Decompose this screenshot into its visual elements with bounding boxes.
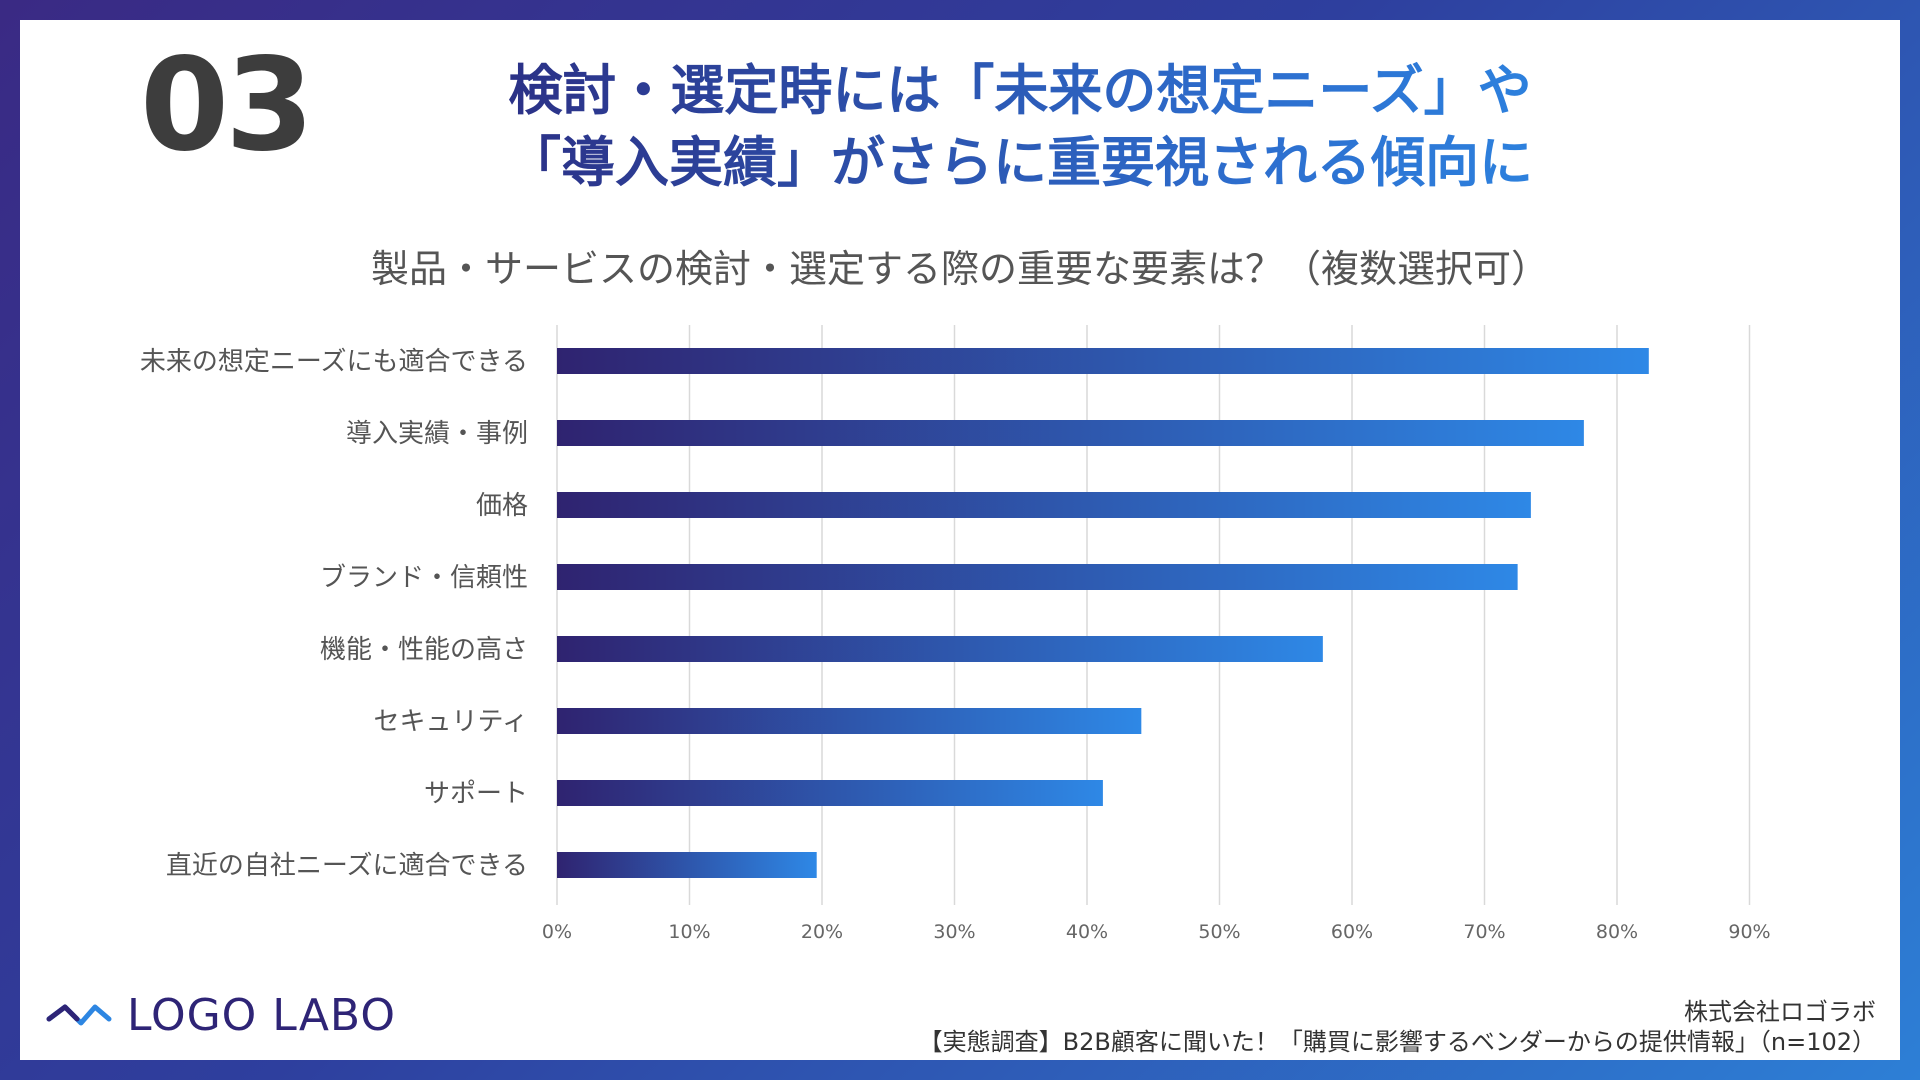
slide-panel	[20, 20, 1900, 1060]
x-tick-label: 40%	[1066, 921, 1108, 943]
bar	[557, 708, 1142, 734]
category-label: ブランド・信頼性	[320, 563, 528, 593]
x-tick-label: 20%	[801, 921, 843, 943]
source-note: 【実態調査】B2B顧客に聞いた！「購買に影響するベンダーからの提供情報」（n=1…	[918, 1028, 1876, 1056]
x-tick-label: 50%	[1198, 921, 1240, 943]
x-tick-label: 30%	[933, 921, 975, 943]
category-label: 価格	[476, 491, 528, 521]
bar	[557, 492, 1531, 518]
category-label: 未来の想定ニーズにも適合できる	[140, 347, 528, 377]
company-name: 株式会社ロゴラボ	[1684, 998, 1876, 1026]
category-label: セキュリティ	[374, 707, 528, 737]
x-tick-label: 70%	[1463, 921, 1505, 943]
wave-logo-icon	[46, 1004, 112, 1026]
logo: LOGO LABO	[45, 989, 396, 1041]
bar	[557, 348, 1649, 374]
category-label: 直近の自社ニーズに適合できる	[166, 851, 528, 881]
category-label: 導入実績・事例	[346, 419, 528, 449]
bar	[557, 852, 817, 878]
bar	[557, 780, 1103, 806]
logo-text: LOGO LABO	[127, 989, 396, 1041]
bar	[557, 564, 1518, 590]
bar	[557, 420, 1584, 446]
slide-number: 03	[140, 31, 314, 180]
x-tick-label: 10%	[668, 921, 710, 943]
x-tick-label: 80%	[1596, 921, 1638, 943]
chart-title: 製品・サービスの検討・選定する際の重要な要素は？（複数選択可）	[370, 247, 1549, 291]
bar	[557, 636, 1323, 662]
category-label: 機能・性能の高さ	[320, 635, 528, 665]
category-label: サポート	[424, 779, 528, 809]
x-tick-label: 60%	[1331, 921, 1373, 943]
x-tick-label: 90%	[1728, 921, 1770, 943]
x-tick-label: 0%	[542, 921, 572, 943]
